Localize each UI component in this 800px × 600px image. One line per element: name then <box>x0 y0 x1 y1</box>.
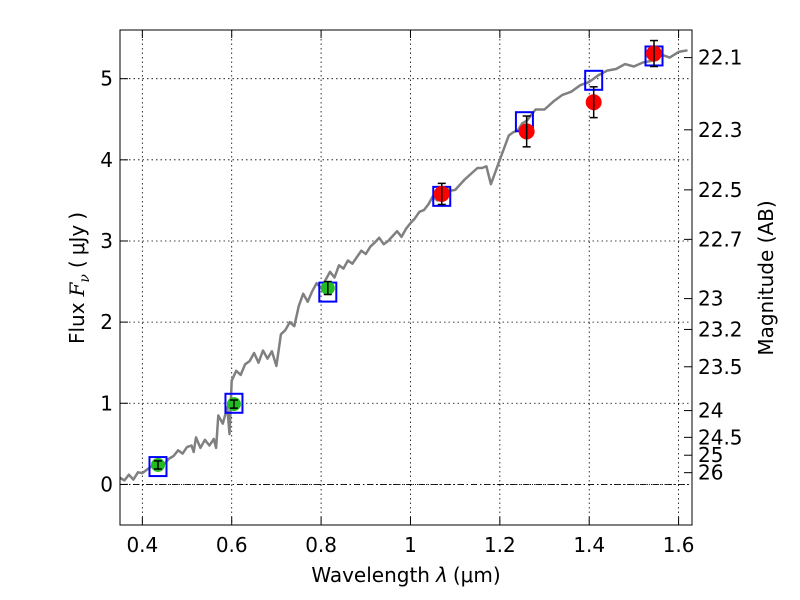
y-tick-label: 4 <box>100 148 113 172</box>
x-tick-label: 1.4 <box>573 533 605 557</box>
y-tick-label: 3 <box>100 229 113 253</box>
y-tick-label: 1 <box>100 391 113 415</box>
magnitude-tick-label: 23.2 <box>698 317 743 341</box>
magnitude-tick-label: 23.5 <box>698 355 743 379</box>
y-axis-label: FluxFν(μJy) <box>65 212 93 344</box>
magnitude-tick-label: 22.5 <box>698 178 743 202</box>
x-axis-label: Wavelength λ (μm) <box>311 563 500 587</box>
x-tick-label: 0.6 <box>216 533 248 557</box>
x-tick-label: 1.2 <box>484 533 516 557</box>
x-tick-label: 0.4 <box>126 533 158 557</box>
x-tick-label: 1 <box>404 533 417 557</box>
magnitude-tick-label: 22.1 <box>698 46 743 70</box>
plot-frame <box>119 29 693 526</box>
magnitude-tick-label: 25 <box>698 443 723 467</box>
y-tick-label: 0 <box>100 472 113 496</box>
y-tick-label: 2 <box>100 310 113 334</box>
magnitude-tick-label: 22.7 <box>698 227 743 251</box>
magnitude-tick-label: 22.3 <box>698 118 743 142</box>
x-tick-label: 1.6 <box>663 533 695 557</box>
right-axis-label: Magnitude (AB) <box>754 200 778 355</box>
model-photometry-square <box>148 456 168 478</box>
magnitude-tick-label: 23 <box>698 287 723 311</box>
magnitude-tick-label: 26 <box>698 461 723 485</box>
data-layer <box>119 39 692 485</box>
y-tick-label: 5 <box>100 67 113 91</box>
tick-layer: 0.4 0.6 0.8 1 1.2 1.4 1.601234522.122.322.522.… <box>100 30 743 557</box>
model-photometry-square <box>224 392 244 414</box>
x-tick-label: 0.8 <box>305 533 337 557</box>
magnitude-tick-label: 24 <box>698 399 723 423</box>
magnitude-tick-label: 24.5 <box>698 425 743 449</box>
